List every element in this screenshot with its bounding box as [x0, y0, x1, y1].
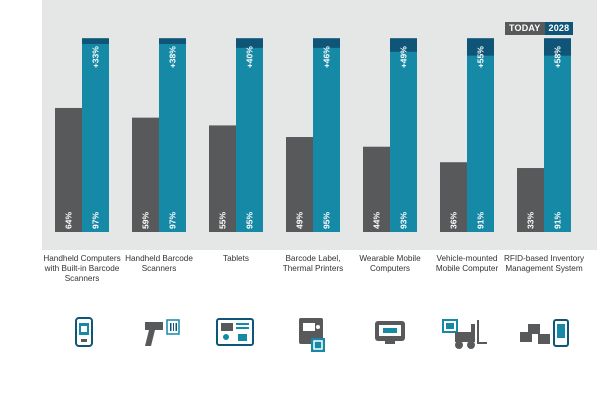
bar-today — [209, 125, 236, 232]
bar-future — [544, 55, 571, 233]
bar-growth-label: +40% — [245, 46, 255, 68]
forklift-icon — [442, 319, 487, 349]
bar-today-label: 64% — [64, 212, 74, 229]
handheld-computer-icon — [75, 317, 93, 347]
bar-today-label: 44% — [372, 212, 382, 229]
bar-growth-label: +58% — [553, 46, 563, 68]
bar-today-label: 33% — [526, 212, 536, 229]
bar-future — [159, 44, 186, 232]
bar-today — [363, 146, 390, 232]
bar-future-label: 93% — [399, 212, 409, 229]
category-label: Handheld Computers with Built-in Barcode… — [43, 254, 121, 283]
category-label: Barcode Label, Thermal Printers — [282, 254, 344, 273]
bar-future — [82, 44, 109, 232]
bar-future — [390, 51, 417, 232]
bar-growth-label: +46% — [322, 46, 332, 68]
bar-future-label: 95% — [245, 212, 255, 229]
legend: TODAY 2028 — [505, 22, 574, 35]
bar-growth-label: +49% — [399, 46, 409, 68]
bar-future-label: 95% — [322, 212, 332, 229]
tablet-icon — [216, 318, 254, 346]
category-label: Vehicle-mounted Mobile Computer — [435, 254, 499, 273]
bar-today — [55, 107, 82, 232]
bar-today-label: 55% — [218, 212, 228, 229]
bar-future-label: 97% — [168, 212, 178, 229]
bar-future-label: 91% — [553, 212, 563, 229]
category-label: Tablets — [223, 254, 249, 263]
legend-today: TODAY — [505, 22, 545, 35]
bar-growth-label: +38% — [168, 46, 178, 68]
bar-future — [313, 47, 340, 233]
bar-growth-label: +33% — [91, 46, 101, 68]
bar-today — [286, 137, 313, 232]
bar-future-label: 91% — [476, 212, 486, 229]
bar-growth-label: +55% — [476, 46, 486, 68]
bar-today — [517, 168, 544, 232]
bar-future-label: 97% — [91, 212, 101, 229]
bar-future — [236, 47, 263, 233]
category-label: Wearable Mobile Computers — [359, 254, 421, 273]
bar-today-label: 49% — [295, 212, 305, 229]
category-label: RFID-based Inventory Management System — [503, 254, 585, 273]
label-printer-icon — [299, 318, 325, 352]
bar-today-label: 59% — [141, 212, 151, 229]
bar-today — [440, 162, 467, 232]
barcode-scanner-icon — [145, 319, 180, 346]
bar-today-label: 36% — [449, 212, 459, 229]
legend-future: 2028 — [544, 22, 574, 35]
category-label: Handheld Barcode Scanners — [125, 254, 193, 273]
bar-today — [132, 117, 159, 232]
wearable-computer-icon — [375, 321, 405, 344]
bar-future — [467, 55, 494, 233]
rfid-inventory-icon — [520, 319, 569, 347]
